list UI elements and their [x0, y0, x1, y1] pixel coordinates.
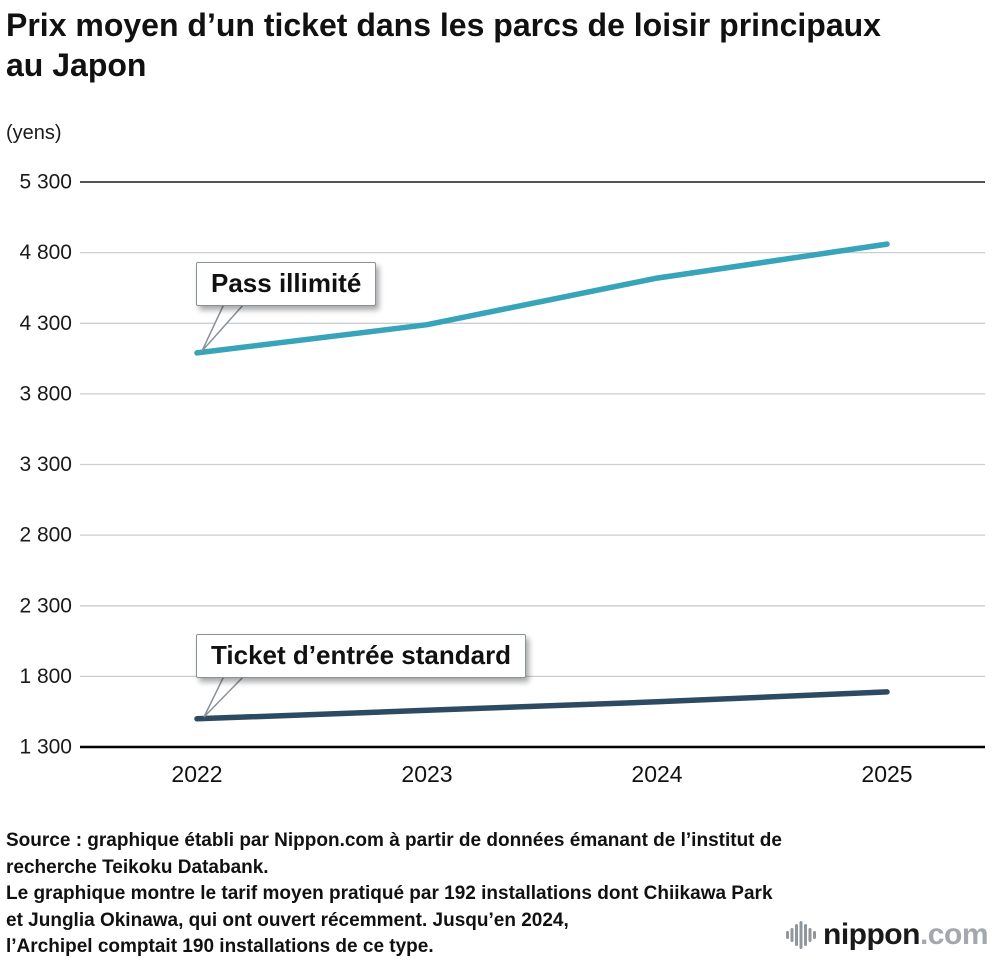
source-line: recherche Teikoku Databank. [6, 856, 269, 878]
svg-text:2025: 2025 [861, 761, 912, 787]
svg-text:5 300: 5 300 [19, 171, 72, 194]
logo-text: nippon.com [823, 918, 989, 951]
svg-text:2 800: 2 800 [19, 524, 72, 547]
svg-text:4 300: 4 300 [19, 312, 72, 335]
svg-text:2023: 2023 [401, 761, 452, 787]
series-lines [194, 241, 890, 722]
source-note: Source : graphique établi par Nippon.com… [6, 828, 782, 961]
gridlines [80, 181, 985, 749]
svg-text:2024: 2024 [631, 761, 682, 787]
source-line: Le graphique montre le tarif moyen prati… [6, 883, 773, 904]
callout-tail-standard [203, 675, 246, 718]
source-line: et Junglia Okinawa, qui ont ouvert récem… [6, 909, 569, 931]
svg-text:3 800: 3 800 [19, 382, 72, 405]
svg-text:1 300: 1 300 [19, 736, 72, 759]
callout-pass-illimite: Pass illimité [196, 262, 377, 306]
svg-text:2 300: 2 300 [19, 594, 72, 617]
source-line: l’Archipel comptait 190 installations de… [6, 936, 434, 957]
source-line: Source : graphique établi par Nippon.com… [6, 830, 782, 851]
callout-standard-label: Ticket d’entrée standard [211, 640, 512, 670]
svg-text:1 800: 1 800 [19, 665, 72, 688]
svg-text:3 300: 3 300 [19, 453, 72, 476]
x-axis-tick-labels: 2022 2023 2024 2025 [171, 761, 912, 787]
y-axis-tick-labels: 1 300 1 800 2 300 2 800 3 300 3 800 4 300 4 800… [19, 171, 72, 759]
nippon-logo: nippon.com [786, 918, 989, 952]
svg-text:2022: 2022 [171, 761, 222, 787]
callout-pass-label: Pass illimité [211, 268, 362, 298]
soundwave-icon [786, 921, 816, 949]
page-title: Prix moyen d’un ticket dans les parcs de… [6, 7, 881, 83]
svg-text:4 800: 4 800 [19, 241, 72, 264]
y-axis-unit-label: (yens) [6, 122, 62, 144]
callout-ticket-standard: Ticket d’entrée standard [196, 634, 527, 678]
callout-tail-pass [201, 303, 246, 352]
